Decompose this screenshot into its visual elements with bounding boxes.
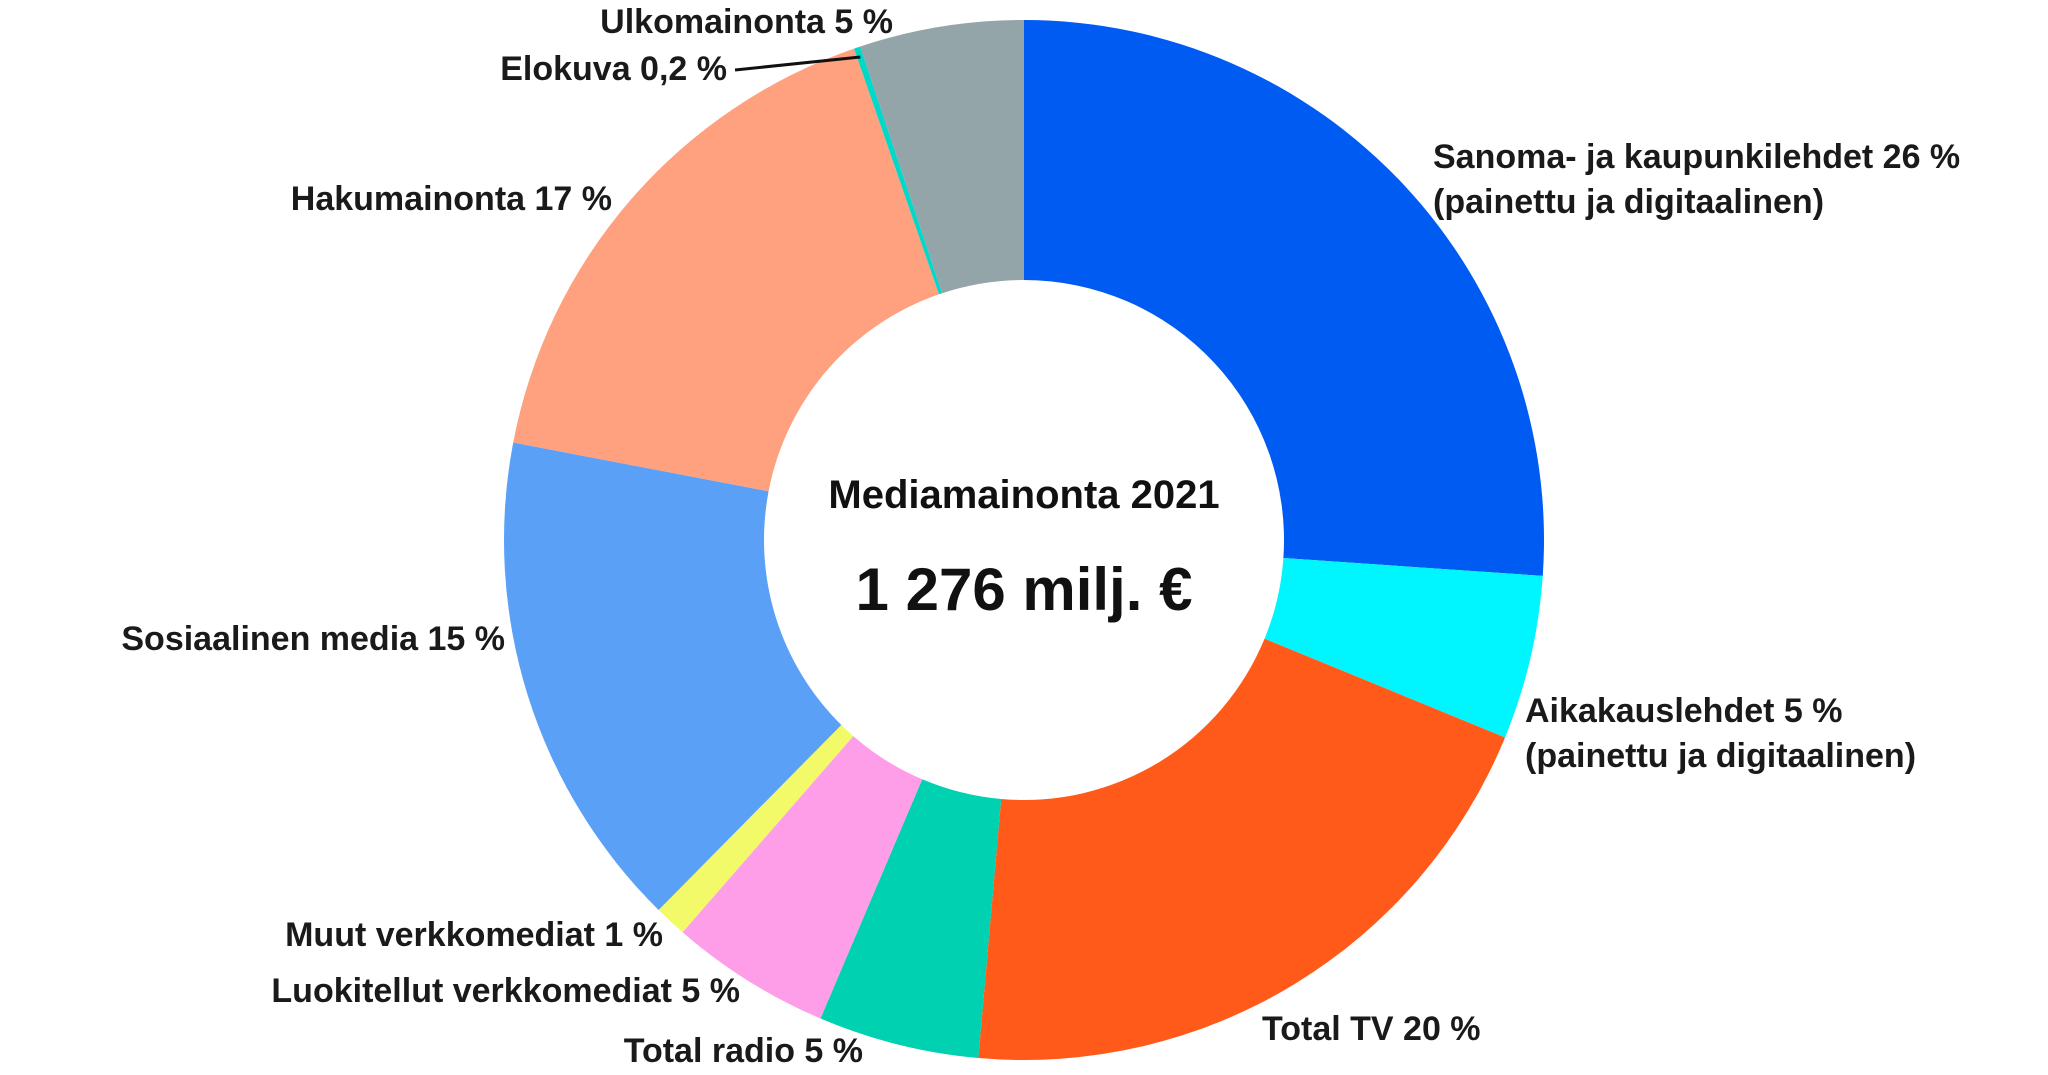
slice-label-6: Muut verkkomediat 1 % [285, 916, 663, 954]
slice-label-9: Elokuva 0,2 % [500, 50, 727, 88]
slice-9 [854, 46, 943, 295]
slice-label-2: Aikakauslehdet 5 % [1525, 692, 1842, 730]
slice-2 [1264, 557, 1543, 738]
slice-sublabel-1: (painettu ja digitaalinen) [1433, 183, 1824, 221]
leader-line-elokuva [734, 55, 861, 72]
slice-label-4: Total radio 5 % [624, 1032, 863, 1070]
slice-10 [860, 20, 1024, 294]
slice-label-7: Sosiaalinen media 15 % [121, 620, 505, 658]
slice-6 [658, 724, 854, 933]
slice-3 [978, 638, 1506, 1060]
donut-slices [503, 20, 1545, 1060]
slice-label-3: Total TV 20 % [1262, 1010, 1481, 1048]
slice-5 [682, 736, 923, 1019]
slice-label-10: Ulkomainonta 5 % [600, 3, 893, 41]
slice-label-8: Hakumainonta 17 % [291, 180, 612, 218]
slice-labels: Sanoma- ja kaupunkilehdet 26 % (painettu … [121, 3, 1960, 1070]
slice-label-1: Sanoma- ja kaupunkilehdet 26 % [1433, 138, 1960, 176]
slice-4 [820, 779, 1002, 1058]
leader-lines [734, 55, 861, 72]
slice-sublabel-2: (painettu ja digitaalinen) [1525, 737, 1916, 775]
slice-8 [513, 48, 940, 492]
slice-label-5: Luokitellut verkkomediat 5 % [271, 972, 740, 1010]
slice-1 [1024, 20, 1545, 576]
center-value: 1 276 milj. € [856, 556, 1193, 623]
slice-7 [503, 442, 842, 910]
center-title: Mediamainonta 2021 [828, 473, 1219, 517]
